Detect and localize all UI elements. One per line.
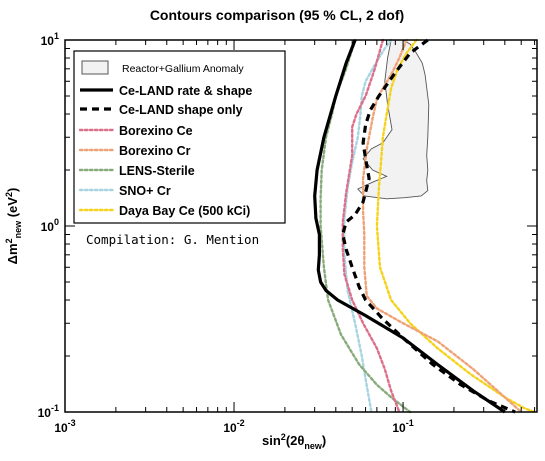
legend-label: SNO+ Cr [119,184,171,198]
daya-bay-ce-500-kci-curve [375,38,536,414]
svg-text:sin2(2θnew): sin2(2θnew) [262,432,326,451]
legend-item-lens-sterile: LENS-Sterile [78,164,195,178]
legend-label: Borexino Ce [119,124,193,138]
ce-land-rate-shape-curve [313,39,506,414]
legend-item-daya-bay-ce-500-kci: Daya Bay Ce (500 kCi) [78,204,250,218]
legend-item-reactor-gallium-anomaly: Reactor+Gallium Anomaly [81,60,244,75]
legend-item-ce-land-rate-shape: Ce-LAND rate & shape [80,84,252,98]
chart-title: Contours comparison (95 % CL, 2 dof) [150,7,404,23]
x-axis-label: sin2(2θnew) [262,432,326,451]
sno-cr-curve [343,38,393,414]
legend-label: Ce-LAND rate & shape [119,84,252,98]
legend-label: Borexino Cr [119,144,191,158]
legend-item-ce-land-shape-only: Ce-LAND shape only [80,103,243,117]
legend-item-borexino-ce: Borexino Ce [78,124,193,138]
curves-layer [313,38,536,414]
regions-layer [357,39,430,200]
reactor-gallium-anomaly-region [357,39,430,200]
legend: Reactor+Gallium Anomaly Ce-LAND rate & sh… [73,50,286,224]
y-axis-label: Δm2new (eV2) [4,188,23,265]
ticks-layer: 10-3 10-2 10-1 10-1 100 101 [38,31,537,435]
x-tick-label: 10-2 [223,418,244,435]
legend-swatch [81,60,109,75]
borexino-ce-curve [341,38,401,414]
legend-label: LENS-Sterile [119,164,195,178]
legend-box [73,50,286,224]
legend-label: Daya Bay Ce (500 kCi) [119,204,250,218]
legend-label: Ce-LAND shape only [119,103,243,117]
x-tick-label: 10-1 [392,418,413,435]
compilation-note: Compilation: G. Mention [86,232,259,247]
x-tick-label: 10-3 [54,418,75,435]
legend-label: Reactor+Gallium Anomaly [122,63,244,75]
y-tick-label: 10-1 [38,403,59,420]
y-tick-label: 101 [41,31,59,48]
legend-item-borexino-cr: Borexino Cr [78,144,191,158]
legend-item-sno-cr: SNO+ Cr [78,184,171,198]
y-tick-label: 100 [41,217,59,234]
svg-text:Δm2new (eV2): Δm2new (eV2) [4,188,23,265]
